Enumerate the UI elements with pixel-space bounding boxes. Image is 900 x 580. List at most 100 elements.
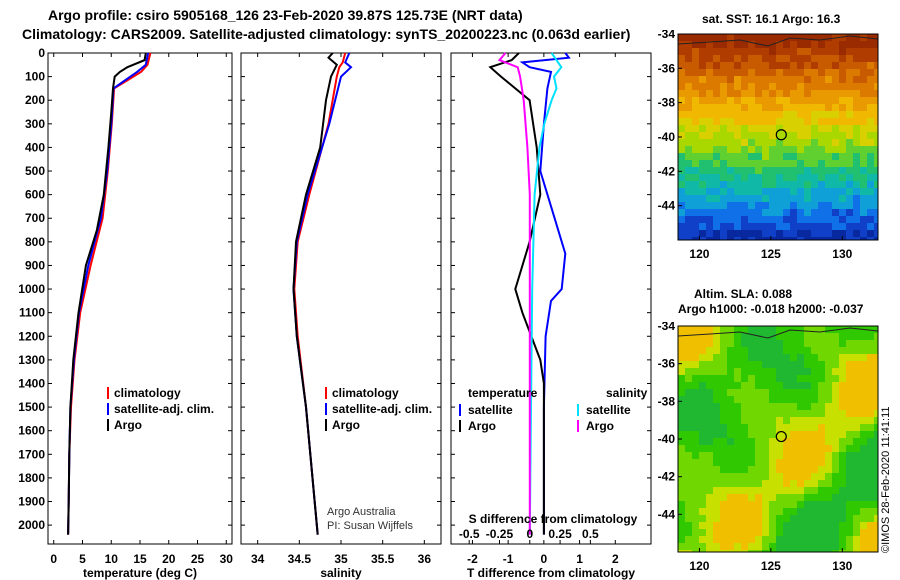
map-cell xyxy=(867,111,874,118)
map-cell xyxy=(818,90,825,97)
map-cell xyxy=(769,424,776,431)
map-cell xyxy=(748,501,755,508)
map-cell xyxy=(832,424,839,431)
map-cell xyxy=(713,34,720,41)
map-cell xyxy=(713,69,720,76)
map-cell xyxy=(762,195,769,202)
map-cell xyxy=(692,515,699,522)
map-cell xyxy=(783,69,790,76)
map-cell xyxy=(678,508,685,515)
map-cell xyxy=(818,69,825,76)
map-cell xyxy=(713,146,720,153)
map-cell xyxy=(832,487,839,494)
map-cell xyxy=(832,188,839,195)
map-cell xyxy=(741,188,748,195)
map-cell xyxy=(839,424,846,431)
map-cell xyxy=(748,202,755,209)
map-cell xyxy=(755,452,762,459)
map-cell xyxy=(811,501,818,508)
map-cell xyxy=(797,326,804,333)
map-cell xyxy=(846,431,853,438)
map-cell xyxy=(846,389,853,396)
map-cell xyxy=(832,160,839,167)
map-cell xyxy=(706,223,713,230)
map-cell xyxy=(867,223,874,230)
map-cell xyxy=(804,146,811,153)
map-cell xyxy=(720,550,727,552)
map-cell xyxy=(839,111,846,118)
map-cell xyxy=(769,195,776,202)
map-cell xyxy=(727,223,734,230)
map-cell xyxy=(769,361,776,368)
map-cell xyxy=(727,389,734,396)
temperature-profile-frame xyxy=(47,52,233,545)
map-cell xyxy=(678,188,685,195)
map-cell xyxy=(832,139,839,146)
map-cell xyxy=(860,160,867,167)
map-cell xyxy=(797,480,804,487)
map-cell xyxy=(762,76,769,83)
map-cell xyxy=(727,167,734,174)
map-cell xyxy=(804,403,811,410)
map-cell xyxy=(818,153,825,160)
map-cell xyxy=(797,97,804,104)
map-cell xyxy=(867,466,874,473)
map-cell xyxy=(692,424,699,431)
map-cell xyxy=(748,459,755,466)
map-cell xyxy=(818,354,825,361)
map-y-tick-label: -40 xyxy=(658,130,676,144)
map-cell xyxy=(706,202,713,209)
map-cell xyxy=(699,118,706,125)
map-cell xyxy=(741,125,748,132)
map-cell xyxy=(685,160,692,167)
map-cell xyxy=(769,125,776,132)
map-cell xyxy=(762,382,769,389)
map-cell xyxy=(678,480,685,487)
map-cell xyxy=(818,83,825,90)
map-cell xyxy=(685,487,692,494)
map-cell xyxy=(734,188,741,195)
map-cell xyxy=(790,424,797,431)
map-cell xyxy=(776,146,783,153)
map-cell xyxy=(853,515,860,522)
map-cell xyxy=(692,139,699,146)
map-cell xyxy=(769,202,776,209)
map-cell xyxy=(839,209,846,216)
map-cell xyxy=(755,48,762,55)
map-cell xyxy=(741,160,748,167)
map-cell xyxy=(860,438,867,445)
map-cell xyxy=(755,69,762,76)
map-cell xyxy=(720,529,727,536)
map-cell xyxy=(713,368,720,375)
map-cell xyxy=(748,34,755,41)
map-cell xyxy=(832,347,839,354)
map-cell xyxy=(818,62,825,69)
map-cell xyxy=(762,34,769,41)
map-cell xyxy=(727,146,734,153)
map-cell xyxy=(804,431,811,438)
map-cell xyxy=(755,522,762,529)
map-cell xyxy=(755,146,762,153)
map-cell xyxy=(720,216,727,223)
x-tick-label: 2 xyxy=(612,552,619,566)
map-cell xyxy=(790,55,797,62)
map-cell xyxy=(818,237,825,240)
map-cell xyxy=(839,62,846,69)
map-cell xyxy=(734,153,741,160)
map-cell xyxy=(818,48,825,55)
map-cell xyxy=(804,340,811,347)
map-cell xyxy=(818,132,825,139)
map-cell xyxy=(853,139,860,146)
x-tick-label: 20 xyxy=(162,552,176,566)
map-cell xyxy=(804,153,811,160)
map-cell xyxy=(783,104,790,111)
map-cell xyxy=(860,389,867,396)
map-cell xyxy=(797,466,804,473)
map-cell xyxy=(699,389,706,396)
map-cell xyxy=(734,354,741,361)
map-cell xyxy=(797,237,804,240)
map-cell xyxy=(853,160,860,167)
map-cell xyxy=(748,69,755,76)
map-cell xyxy=(811,69,818,76)
map-cell xyxy=(748,209,755,216)
